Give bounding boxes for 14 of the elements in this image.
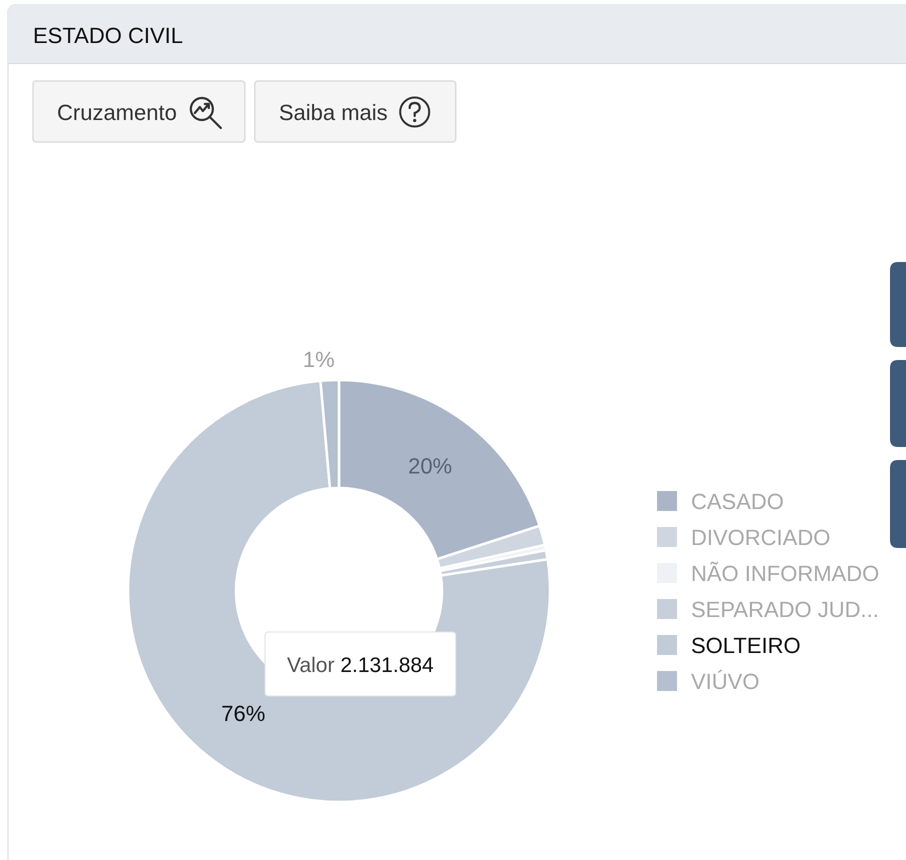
data-label: 20% <box>408 454 452 479</box>
legend-label: NÃO INFORMADO <box>691 561 880 586</box>
data-label: 1% <box>302 347 335 372</box>
legend-label: VIÚVO <box>691 669 760 694</box>
legend-label: SEPARADO JUD... <box>691 597 879 622</box>
text: Saiba mais <box>278 100 388 125</box>
text: Cruzamento <box>57 100 177 125</box>
data-label: 76% <box>221 700 266 726</box>
chart-title: ESTADO CIVIL <box>33 23 183 48</box>
legend-label: DIVORCIADO <box>691 525 830 550</box>
legend-label: SOLTEIRO <box>691 633 801 658</box>
legend-label: CASADO <box>691 489 784 514</box>
donut-slice <box>127 380 552 804</box>
text: Valor 2.131.884 <box>287 654 434 677</box>
